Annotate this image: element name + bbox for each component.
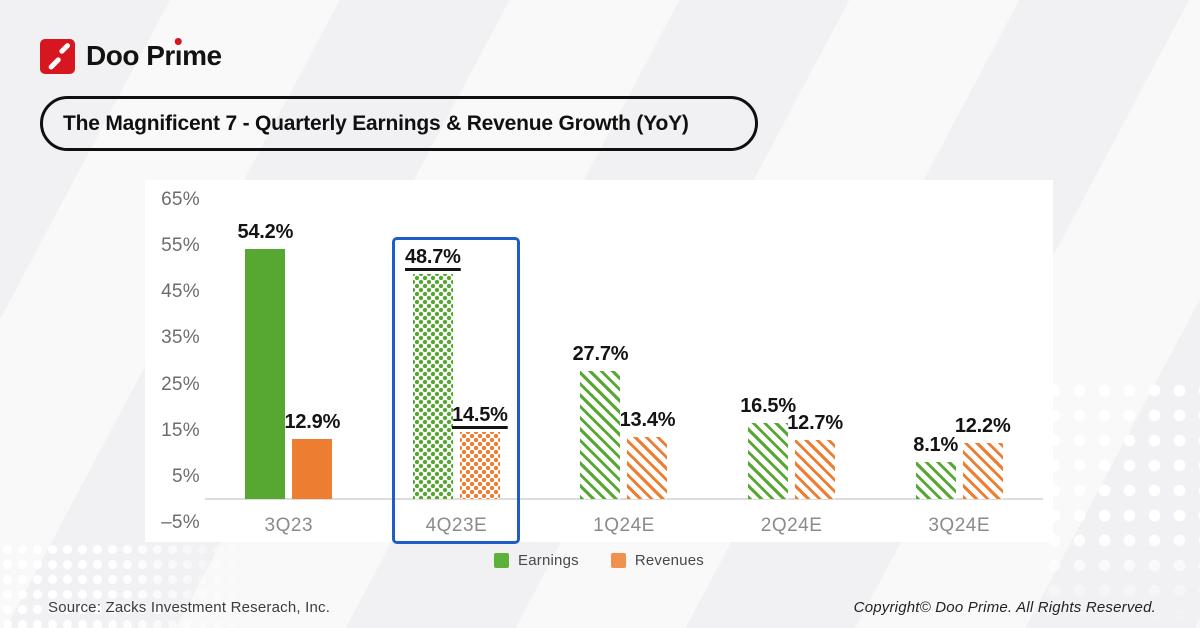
revenues-bar bbox=[627, 437, 668, 499]
chart-card: 65% 55% 45% 35% 25% 15% 5% –5% 54.2% 12.9% 3Q23 48… bbox=[145, 180, 1053, 544]
dot-pattern-right bbox=[1042, 378, 1200, 628]
y-axis-tick: 35% bbox=[161, 327, 200, 349]
category-label: 3Q24E bbox=[928, 515, 990, 536]
legend-item-revenues: Revenues bbox=[610, 552, 704, 569]
earnings-bar-wrap: 54.2% bbox=[237, 221, 293, 499]
brand-wordmark: Doo Pr ı me bbox=[86, 38, 222, 71]
wordmark-i: ı bbox=[174, 38, 183, 71]
bar-pair: 48.7% 14.5% bbox=[373, 246, 541, 499]
data-label: 14.5% bbox=[452, 404, 508, 427]
data-label: 27.7% bbox=[572, 343, 629, 366]
legend-swatch bbox=[494, 553, 510, 568]
legend-label: Revenues bbox=[634, 552, 704, 569]
page-title: The Magnificent 7 - Quarterly Earnings &… bbox=[63, 111, 689, 135]
copyright-note: Copyright© Doo Prime. All Rights Reserve… bbox=[853, 599, 1156, 616]
bar-pair: 27.7% 13.4% bbox=[540, 343, 708, 499]
category-label: 3Q23 bbox=[264, 515, 314, 536]
y-axis-tick: 55% bbox=[161, 234, 200, 256]
revenues-bar bbox=[459, 432, 500, 499]
revenues-bar-wrap: 12.2% bbox=[955, 415, 1011, 499]
data-label: 48.7% bbox=[405, 246, 461, 269]
y-axis-tick: 45% bbox=[161, 281, 200, 303]
data-label: 12.7% bbox=[787, 412, 843, 435]
revenues-bar bbox=[795, 440, 836, 499]
revenues-bar-wrap: 12.9% bbox=[284, 411, 340, 499]
earnings-bar bbox=[580, 371, 621, 499]
legend-swatch bbox=[610, 553, 626, 568]
earnings-bar-wrap: 27.7% bbox=[573, 343, 629, 499]
earnings-bar-wrap: 16.5% bbox=[740, 395, 796, 499]
source-note: Source: Zacks Investment Reserach, Inc. bbox=[48, 599, 331, 616]
revenues-bar-wrap: 12.7% bbox=[787, 412, 843, 499]
category-label: 4Q23E bbox=[425, 515, 488, 536]
category-label: 1Q24E bbox=[593, 515, 655, 536]
data-label: 8.1% bbox=[913, 433, 959, 456]
logo-stroke-bottom bbox=[47, 56, 62, 71]
data-label: 12.9% bbox=[284, 411, 341, 434]
y-axis-tick: –5% bbox=[161, 512, 200, 534]
bar-pair: 54.2% 12.9% bbox=[205, 221, 373, 499]
data-label: 54.2% bbox=[237, 220, 294, 243]
wordmark-pre: Doo Pr bbox=[86, 40, 175, 71]
y-axis-tick: 25% bbox=[161, 373, 200, 395]
earnings-bar-wrap: 48.7% bbox=[405, 246, 461, 499]
revenues-bar-wrap: 14.5% bbox=[452, 404, 508, 499]
wordmark-i-dot bbox=[175, 38, 182, 45]
bar-group-1q24e: 27.7% 13.4% 1Q24E bbox=[540, 180, 708, 542]
y-axis-tick: 65% bbox=[161, 188, 200, 210]
y-axis-tick: 15% bbox=[161, 419, 200, 441]
data-label: 12.2% bbox=[954, 414, 1011, 437]
category-label: 2Q24E bbox=[760, 515, 823, 536]
legend-item-earnings: Earnings bbox=[494, 552, 579, 569]
earnings-bar-wrap: 8.1% bbox=[913, 434, 958, 499]
wordmark-post: me bbox=[182, 40, 222, 71]
earnings-bar bbox=[915, 461, 956, 499]
y-axis-tick: 5% bbox=[171, 465, 200, 487]
chart-legend: Earnings Revenues bbox=[145, 552, 1053, 569]
revenues-bar bbox=[292, 439, 333, 499]
bar-pair: 16.5% 12.7% bbox=[708, 395, 876, 499]
plot-area: 54.2% 12.9% 3Q23 48.7% 14.5% 4Q23E 27.7% 13.4% 1… bbox=[205, 180, 1043, 544]
revenues-bar bbox=[962, 442, 1003, 499]
earnings-bar bbox=[412, 274, 453, 499]
earnings-bar bbox=[245, 248, 286, 499]
bar-group-3q23: 54.2% 12.9% 3Q23 bbox=[205, 180, 373, 542]
chart-title-pill: The Magnificent 7 - Quarterly Earnings &… bbox=[40, 96, 758, 151]
bar-pair: 8.1% 12.2% bbox=[875, 415, 1043, 499]
doo-prime-logo-icon bbox=[40, 38, 75, 74]
revenues-bar-wrap: 13.4% bbox=[620, 409, 676, 499]
legend-label: Earnings bbox=[518, 552, 579, 569]
data-label: 13.4% bbox=[619, 409, 676, 432]
bar-group-4q23e: 48.7% 14.5% 4Q23E bbox=[373, 180, 541, 544]
bar-group-3q24e: 8.1% 12.2% 3Q24E bbox=[875, 180, 1043, 542]
bar-group-2q24e: 16.5% 12.7% 2Q24E bbox=[708, 180, 876, 542]
logo-stroke-top bbox=[58, 41, 71, 54]
brand-header: Doo Pr ı me bbox=[40, 36, 222, 76]
y-axis: 65% 55% 45% 35% 25% 15% 5% –5% bbox=[145, 180, 200, 542]
earnings-bar bbox=[748, 422, 789, 499]
